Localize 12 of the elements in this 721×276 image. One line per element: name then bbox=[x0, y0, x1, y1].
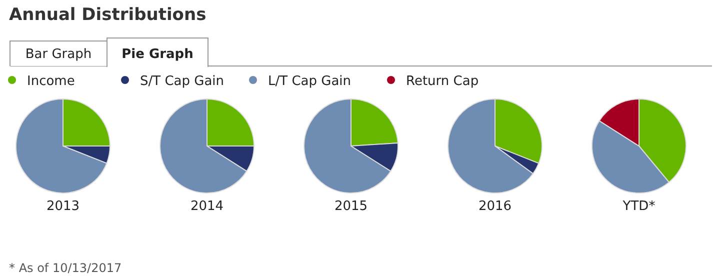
slice-label: 2014 bbox=[190, 199, 224, 214]
chart-title: Annual Distributions bbox=[9, 5, 206, 25]
legend-label: Return Cap bbox=[406, 74, 479, 89]
slice-label: 2015 bbox=[334, 199, 368, 214]
legend-label: S/T Cap Gain bbox=[140, 74, 224, 89]
slice-label: 2016 bbox=[478, 199, 512, 214]
slice-label: YTD* bbox=[622, 199, 656, 214]
legend-label: Income bbox=[27, 74, 75, 89]
legend-label: L/T Cap Gain bbox=[268, 74, 352, 89]
tab-bar: Bar Graph Pie Graph bbox=[10, 38, 712, 68]
slice-label: 2013 bbox=[46, 199, 80, 214]
text: * As of 10/13/2017 bbox=[9, 261, 122, 275]
